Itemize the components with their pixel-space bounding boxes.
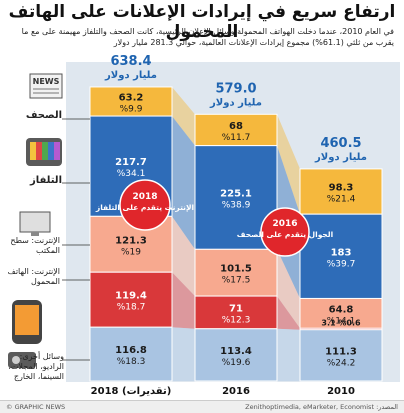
share-label: %9.9 bbox=[120, 105, 143, 115]
annotation-text: 2018 bbox=[132, 192, 157, 202]
total-value: 460.5 bbox=[320, 136, 361, 151]
flow-band-other bbox=[277, 328, 300, 381]
legend-label-internet-mobile: الإنترنت: الهاتف المحمول bbox=[7, 267, 60, 286]
bar-internet_desktop bbox=[299, 297, 383, 329]
share-label: %24.2 bbox=[327, 358, 356, 368]
bar-tv bbox=[89, 115, 173, 217]
total-unit: مليار دولار bbox=[314, 152, 367, 163]
value-label: 121.3 bbox=[115, 235, 147, 246]
bar-newspapers bbox=[89, 86, 173, 117]
value-label: 119.4 bbox=[115, 291, 147, 302]
flow-band-internet_desktop bbox=[277, 249, 300, 329]
flow-band-internet_mobile bbox=[277, 296, 300, 330]
value-label: 116.8 bbox=[115, 345, 147, 356]
page-title: ارتفاع سريع في إيرادات الإعلانات على اله… bbox=[8, 2, 396, 42]
share-label: %12.3 bbox=[222, 315, 251, 325]
legend-label-other: وسائل أخرى: الراديو، المجلات، السينما، ا… bbox=[8, 352, 64, 381]
bar-internet_desktop bbox=[194, 248, 278, 297]
tv-icon-stripe bbox=[30, 142, 36, 160]
category-label: 2016 bbox=[222, 386, 250, 397]
annotation-text: 2016 bbox=[272, 219, 297, 229]
share-label: %19.6 bbox=[222, 358, 251, 368]
bar-other bbox=[89, 326, 173, 382]
flow-band-newspapers bbox=[172, 86, 195, 146]
value-label: 113.4 bbox=[220, 346, 252, 357]
subhead-title: الانفاق الإعلاني العالمي: bbox=[290, 67, 394, 77]
chart-subhead: الانفاق الإعلاني العالمي: (مليارات الدول… bbox=[244, 66, 394, 90]
share-label: %34.1 bbox=[117, 169, 146, 179]
bar-other bbox=[299, 329, 383, 382]
value-label: 101.5 bbox=[220, 264, 252, 275]
bar-internet_mobile bbox=[89, 271, 173, 328]
share-label: %14.1 bbox=[327, 316, 356, 326]
value-label: 111.3 bbox=[325, 346, 357, 357]
intro-text: في العام 2010، عندما دخلت الهواتف المحمو… bbox=[21, 27, 394, 47]
flow-band-tv bbox=[277, 145, 300, 299]
share-label: %19 bbox=[121, 247, 141, 257]
tv-icon-stripe bbox=[36, 142, 42, 160]
category-label: 2010 bbox=[327, 386, 355, 397]
category-label: 2018 (تقديرات) bbox=[91, 386, 172, 397]
total-value: 638.4 bbox=[110, 54, 151, 69]
tv-icon-stripe bbox=[48, 142, 54, 160]
total-unit: مليار دولار bbox=[209, 97, 262, 108]
total-unit: مليار دولار bbox=[104, 70, 157, 81]
tv-icon-stripe bbox=[54, 142, 60, 160]
mobile-phone-icon-screen bbox=[15, 305, 39, 335]
subhead-subtitle: (مليارات الدولارات، نسبة الحصة) bbox=[277, 79, 394, 89]
share-label: %18.7 bbox=[117, 303, 146, 313]
value-label: 98.3 bbox=[329, 183, 354, 194]
annotation-text: الإنترنت يتقدم على التلفاز bbox=[95, 203, 194, 212]
share-label: %39.7 bbox=[327, 259, 356, 269]
annotation-text: الجوال يتقدم على الصحف bbox=[237, 230, 333, 239]
value-label: 217.7 bbox=[115, 157, 147, 168]
value-label: 183 bbox=[331, 247, 352, 258]
value-label: 71 bbox=[229, 303, 243, 314]
flow-band-internet_desktop bbox=[172, 216, 195, 297]
bar-tv bbox=[299, 213, 383, 299]
annotation-circle bbox=[119, 179, 171, 231]
annotation-circle bbox=[260, 207, 310, 257]
share-label: %18.3 bbox=[117, 357, 146, 367]
bar-tv bbox=[194, 145, 278, 250]
footer-source: المصدر: Zenithoptimedia, eMarketer, Econ… bbox=[245, 403, 398, 411]
value-label: 64.8 bbox=[329, 304, 354, 315]
value-label: 68 bbox=[229, 121, 243, 132]
bar-newspapers bbox=[299, 168, 383, 215]
newspaper-icon-text: NEWS bbox=[33, 77, 60, 86]
bar-newspapers bbox=[194, 113, 278, 147]
desktop-icon bbox=[19, 211, 51, 233]
legend-label-tv: التلفاز bbox=[29, 175, 62, 186]
footer: © GRAPHIC NEWS المصدر: Zenithoptimedia, … bbox=[0, 400, 404, 413]
value-label: 63.2 bbox=[119, 93, 144, 104]
share-label: %21.4 bbox=[327, 195, 356, 205]
tv-icon bbox=[26, 138, 62, 166]
share-label: %38.9 bbox=[222, 200, 251, 210]
newspaper-icon bbox=[29, 73, 63, 99]
value-label: 225.1 bbox=[220, 188, 252, 199]
bar-internet_mobile bbox=[194, 295, 278, 330]
flow-band-tv bbox=[172, 116, 195, 250]
bar-internet_mobile bbox=[299, 327, 383, 331]
tv-icon-stripe bbox=[42, 142, 48, 160]
legend-label-internet-desktop: الإنترنت: سطح المكتب bbox=[10, 236, 60, 255]
flow-band-other bbox=[172, 327, 195, 381]
flow-band-internet_mobile bbox=[172, 272, 195, 329]
value-label-small: 3.1 %0.6 bbox=[321, 318, 361, 327]
bar-other bbox=[194, 328, 278, 382]
legend-label-newspapers: الصحف bbox=[25, 110, 62, 121]
chart-panel bbox=[66, 62, 400, 382]
share-label: %17.5 bbox=[222, 276, 251, 286]
bar-internet_desktop bbox=[89, 215, 173, 273]
footer-credit: © GRAPHIC NEWS bbox=[6, 403, 66, 411]
share-label: %11.7 bbox=[222, 133, 251, 143]
flow-band-newspapers bbox=[277, 114, 300, 215]
mobile-phone-icon bbox=[12, 300, 42, 344]
